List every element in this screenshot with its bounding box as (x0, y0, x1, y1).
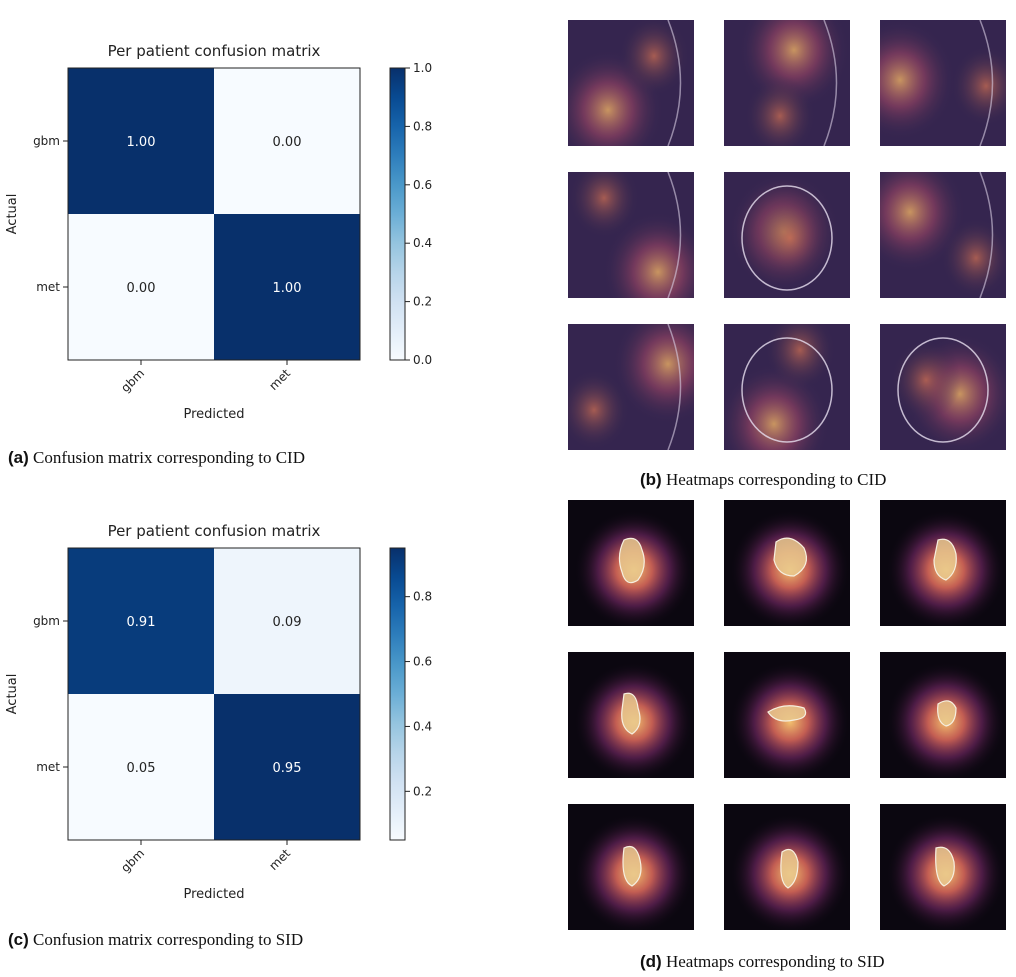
caption-c-tag: (c) (8, 930, 29, 949)
heatmap-cid-tile-7 (568, 324, 694, 450)
cm-cid-cbar-label-3: 0.6 (413, 178, 432, 192)
cm-cid-colorbar (389, 67, 406, 361)
cm-sid-cell-0-1 (214, 548, 360, 694)
confusion-matrix-cid: Per patient confusion matrix 1.00 0.00 0.00… (0, 30, 460, 450)
caption-a-tag: (a) (8, 448, 29, 467)
confusion-matrix-sid-svg: Per patient confusion matrix 0.91 0.09 0.05… (5, 522, 432, 902)
cm-cid-cbar-label-2: 0.4 (413, 236, 432, 250)
cm-sid-cbar-label-1: 0.4 (413, 719, 432, 733)
caption-a-text: Confusion matrix corresponding to CID (33, 448, 305, 467)
cm-cid-cell-label-1-1: 1.00 (273, 281, 302, 296)
heatmap-sid-tile-1 (568, 500, 694, 626)
cm-cid-cbar-label-1: 0.2 (413, 295, 432, 309)
cm-sid-title: Per patient confusion matrix (108, 522, 321, 540)
cm-cid-cell-label-1-0: 0.00 (127, 281, 156, 296)
caption-d-tag: (d) (640, 952, 662, 971)
caption-d-text: Heatmaps corresponding to SID (665, 952, 885, 971)
cm-sid-ylabel: Actual (5, 674, 20, 715)
cm-cid-cell-label-0-1: 0.00 (273, 135, 302, 150)
cm-cid-xtick-label-0: gbm (118, 366, 147, 395)
heatmap-cid-tile-9 (880, 324, 1006, 450)
caption-b-tag: (b) (640, 470, 662, 489)
heatmap-sid-tile-8 (724, 804, 850, 930)
cm-sid-cell-label-0-1: 0.09 (273, 615, 302, 630)
cm-cid-cell-1-1 (214, 214, 360, 360)
cm-cid-ylabel: Actual (5, 194, 20, 235)
cm-sid-cell-1-1 (214, 694, 360, 840)
heatmap-cid-tile-3 (880, 20, 1006, 146)
heatmap-cid-tile-8 (724, 324, 850, 450)
caption-b-text: Heatmaps corresponding to CID (665, 470, 887, 489)
heatmap-sid-tile-7 (568, 804, 694, 930)
heatmap-sid-tile-5 (724, 652, 850, 778)
caption-c: (c) Confusion matrix corresponding to SI… (8, 930, 303, 950)
cm-sid-cbar-label-3: 0.8 (413, 590, 432, 604)
caption-c-text: Confusion matrix corresponding to SID (33, 930, 304, 949)
heatmap-cid-tile-4 (568, 172, 694, 298)
cm-sid-frame (67, 547, 361, 841)
caption-d: (d) Heatmaps corresponding to SID (640, 952, 885, 972)
cm-sid-cell-0-0 (68, 548, 214, 694)
cm-cid-cbar-label-4: 0.8 (413, 119, 432, 133)
cm-cid-frame (67, 67, 361, 361)
cm-sid-cbar-label-2: 0.6 (413, 655, 432, 669)
cm-cid-cell-0-0 (68, 68, 214, 214)
cm-sid-cbar-label-0: 0.2 (413, 784, 432, 798)
heatmap-sid-tile-9 (880, 804, 1006, 930)
heatmap-cid-tile-6 (880, 172, 1006, 298)
heatmap-sid-tile-4 (568, 652, 694, 778)
cm-sid-xtick-label-1: met (266, 846, 293, 873)
confusion-matrix-sid: Per patient confusion matrix 0.91 0.09 0.05… (0, 510, 460, 930)
cm-cid-ytick-label-1: met (36, 280, 60, 294)
cm-cid-cell-0-1 (214, 68, 360, 214)
cm-cid-ytick-label-0: gbm (33, 134, 60, 148)
cm-sid-xlabel: Predicted (183, 887, 244, 902)
cm-cid-cell-1-0 (68, 214, 214, 360)
cm-sid-ytick-label-0: gbm (33, 614, 60, 628)
heatmap-sid-tile-6 (880, 652, 1006, 778)
cm-cid-cbar-label-5: 1.0 (413, 61, 432, 75)
cm-cid-title: Per patient confusion matrix (108, 42, 321, 60)
heatmap-cid-tile-1 (568, 20, 694, 146)
cm-cid-cell-label-0-0: 1.00 (127, 135, 156, 150)
caption-a: (a) Confusion matrix corresponding to CI… (8, 448, 305, 468)
heatmap-sid-tile-3 (880, 500, 1006, 626)
cm-cid-cbar-label-0: 0.0 (413, 353, 432, 367)
heatmap-sid-tile-2 (724, 500, 850, 626)
heatmap-cid-tile-5 (724, 172, 850, 298)
cm-sid-ytick-label-1: met (36, 760, 60, 774)
cm-sid-xtick-label-0: gbm (118, 846, 147, 875)
caption-b: (b) Heatmaps corresponding to CID (640, 470, 886, 490)
cm-sid-cell-label-1-1: 0.95 (273, 761, 302, 776)
cm-sid-cell-label-1-0: 0.05 (127, 761, 156, 776)
cm-cid-xtick-label-1: met (266, 366, 293, 393)
cm-sid-colorbar (389, 547, 406, 841)
heatmap-cid-tile-2 (724, 20, 850, 146)
cm-sid-cell-1-0 (68, 694, 214, 840)
cm-sid-cell-label-0-0: 0.91 (127, 615, 156, 630)
cm-cid-xlabel: Predicted (183, 407, 244, 422)
